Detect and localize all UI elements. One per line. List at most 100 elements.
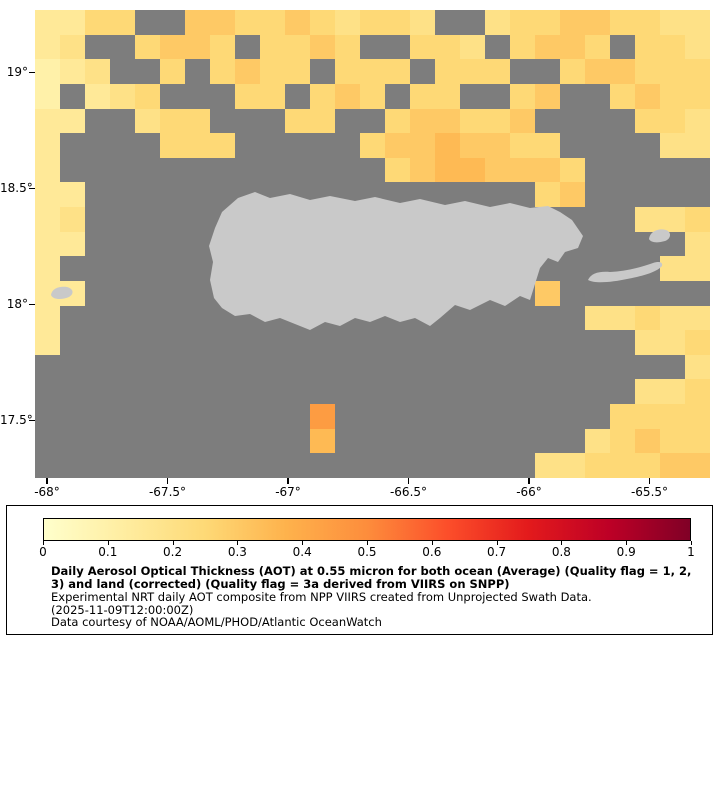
aot-cell [85,379,110,404]
aot-cell [260,330,285,355]
aot-cell [35,379,60,404]
aot-cell [460,83,485,109]
aot-cell [660,453,685,478]
aot-cell [535,379,560,404]
aot-cell [335,453,360,478]
aot-cell [110,108,135,134]
aot-cell [610,157,635,183]
aot-cell [510,10,535,35]
aot-cell [85,207,110,232]
aot-cell [610,207,635,232]
aot-cell [285,157,310,183]
aot-cell [85,34,110,60]
aot-cell [60,379,85,404]
aot-cell [510,330,535,355]
aot-cell [360,108,385,134]
aot-cell [35,157,60,183]
aot-cell [35,330,60,355]
aot-cell [110,428,135,454]
aot-cell [460,379,485,404]
aot-cell [260,34,285,60]
aot-cell [385,453,410,478]
y-tick-label: 17.5° [0,413,33,427]
aot-cell [185,10,210,35]
aot-cell [260,108,285,134]
aot-cell [660,256,685,281]
colorbar-tick-label: 0.9 [616,545,636,559]
aot-cell [85,182,110,207]
colorbar [43,518,691,541]
aot-cell [535,133,560,158]
aot-cell [585,83,610,109]
aot-cell [285,354,310,380]
aot-cell [310,453,335,478]
x-tick-label: -67° [275,485,301,499]
aot-cell [585,182,610,207]
aot-cell [560,182,585,207]
aot-cell [210,354,235,380]
aot-cell [160,34,185,60]
caption-timestamp: (2025-11-09T12:00:00Z) [51,602,194,617]
aot-cell [185,207,210,232]
aot-cell [385,379,410,404]
aot-cell [335,83,360,109]
colorbar-tick-mark [431,541,433,545]
aot-cell [385,157,410,183]
aot-cell [660,280,685,306]
aot-cell [110,59,135,84]
aot-cell [585,108,610,134]
aot-cell [85,133,110,158]
aot-cell [685,305,710,331]
aot-cell [285,330,310,355]
aot-cell [60,305,85,331]
aot-cell [285,10,310,35]
aot-cell [585,231,610,257]
x-tick-mark [528,478,530,484]
aot-cell [610,428,635,454]
aot-cell [360,34,385,60]
aot-cell [535,108,560,134]
mona-island [51,286,73,300]
aot-cell [110,157,135,183]
aot-cell [160,453,185,478]
aot-cell [635,10,660,35]
aot-cell [310,330,335,355]
aot-cell [135,379,160,404]
aot-cell [60,428,85,454]
aot-cell [335,59,360,84]
aot-cell [210,428,235,454]
aot-cell [610,354,635,380]
aot-cell [560,453,585,478]
aot-cell [85,256,110,281]
aot-cell [560,305,585,331]
aot-cell [410,10,435,35]
aot-cell [235,428,260,454]
aot-cell [110,231,135,257]
aot-cell [185,453,210,478]
aot-cell [135,182,160,207]
aot-cell [285,59,310,84]
aot-cell [85,354,110,380]
caption-credit: Data courtesy of NOAA/AOML/PHOD/Atlantic… [51,615,382,630]
aot-cell [310,157,335,183]
aot-cell [535,354,560,380]
aot-cell [535,404,560,429]
aot-cell [235,330,260,355]
aot-cell [535,182,560,207]
aot-cell [285,428,310,454]
aot-cell [135,404,160,429]
aot-cell [135,453,160,478]
aot-cell [210,108,235,134]
aot-cell [85,108,110,134]
aot-cell [160,305,185,331]
aot-cell [110,34,135,60]
aot-cell [685,83,710,109]
aot-cell [410,108,435,134]
aot-cell [135,59,160,84]
aot-cell [160,83,185,109]
aot-cell [460,133,485,158]
aot-cell [260,379,285,404]
aot-cell [35,453,60,478]
aot-cell [110,453,135,478]
